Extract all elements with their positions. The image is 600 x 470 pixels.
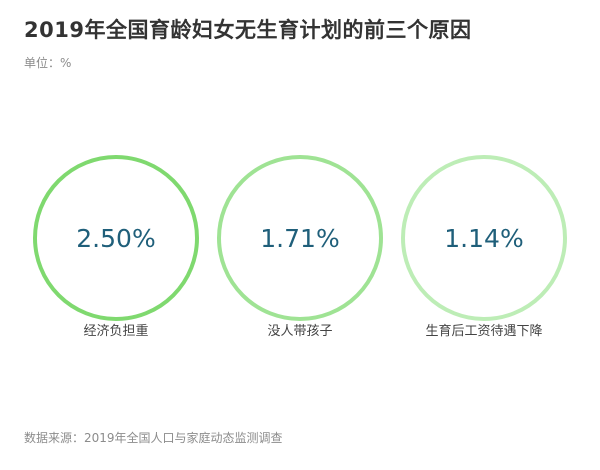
category-label: 没人带孩子 xyxy=(267,324,332,339)
bubble-ring xyxy=(217,155,383,321)
chart-title: 2019年全国育龄妇女无生育计划的前三个原因 xyxy=(24,18,472,42)
bubble-group: 2.50% 经济负担重 xyxy=(33,155,199,339)
bubble-ring xyxy=(401,155,567,321)
bubble-ring xyxy=(33,155,199,321)
category-label: 生育后工资待遇下降 xyxy=(425,323,542,339)
value-label: 1.71% xyxy=(260,224,339,253)
bubble-group: 1.71% 没人带孩子 xyxy=(217,155,383,339)
unit-label: 单位：% xyxy=(24,56,72,70)
bubble-group: 1.14% 生育后工资待遇下降 xyxy=(401,155,567,339)
value-label: 2.50% xyxy=(76,224,155,253)
source-note: 数据来源：2019年全国人口与家庭动态监测调查 xyxy=(24,431,283,445)
category-label: 经济负担重 xyxy=(83,323,148,339)
value-label: 1.14% xyxy=(444,224,523,253)
